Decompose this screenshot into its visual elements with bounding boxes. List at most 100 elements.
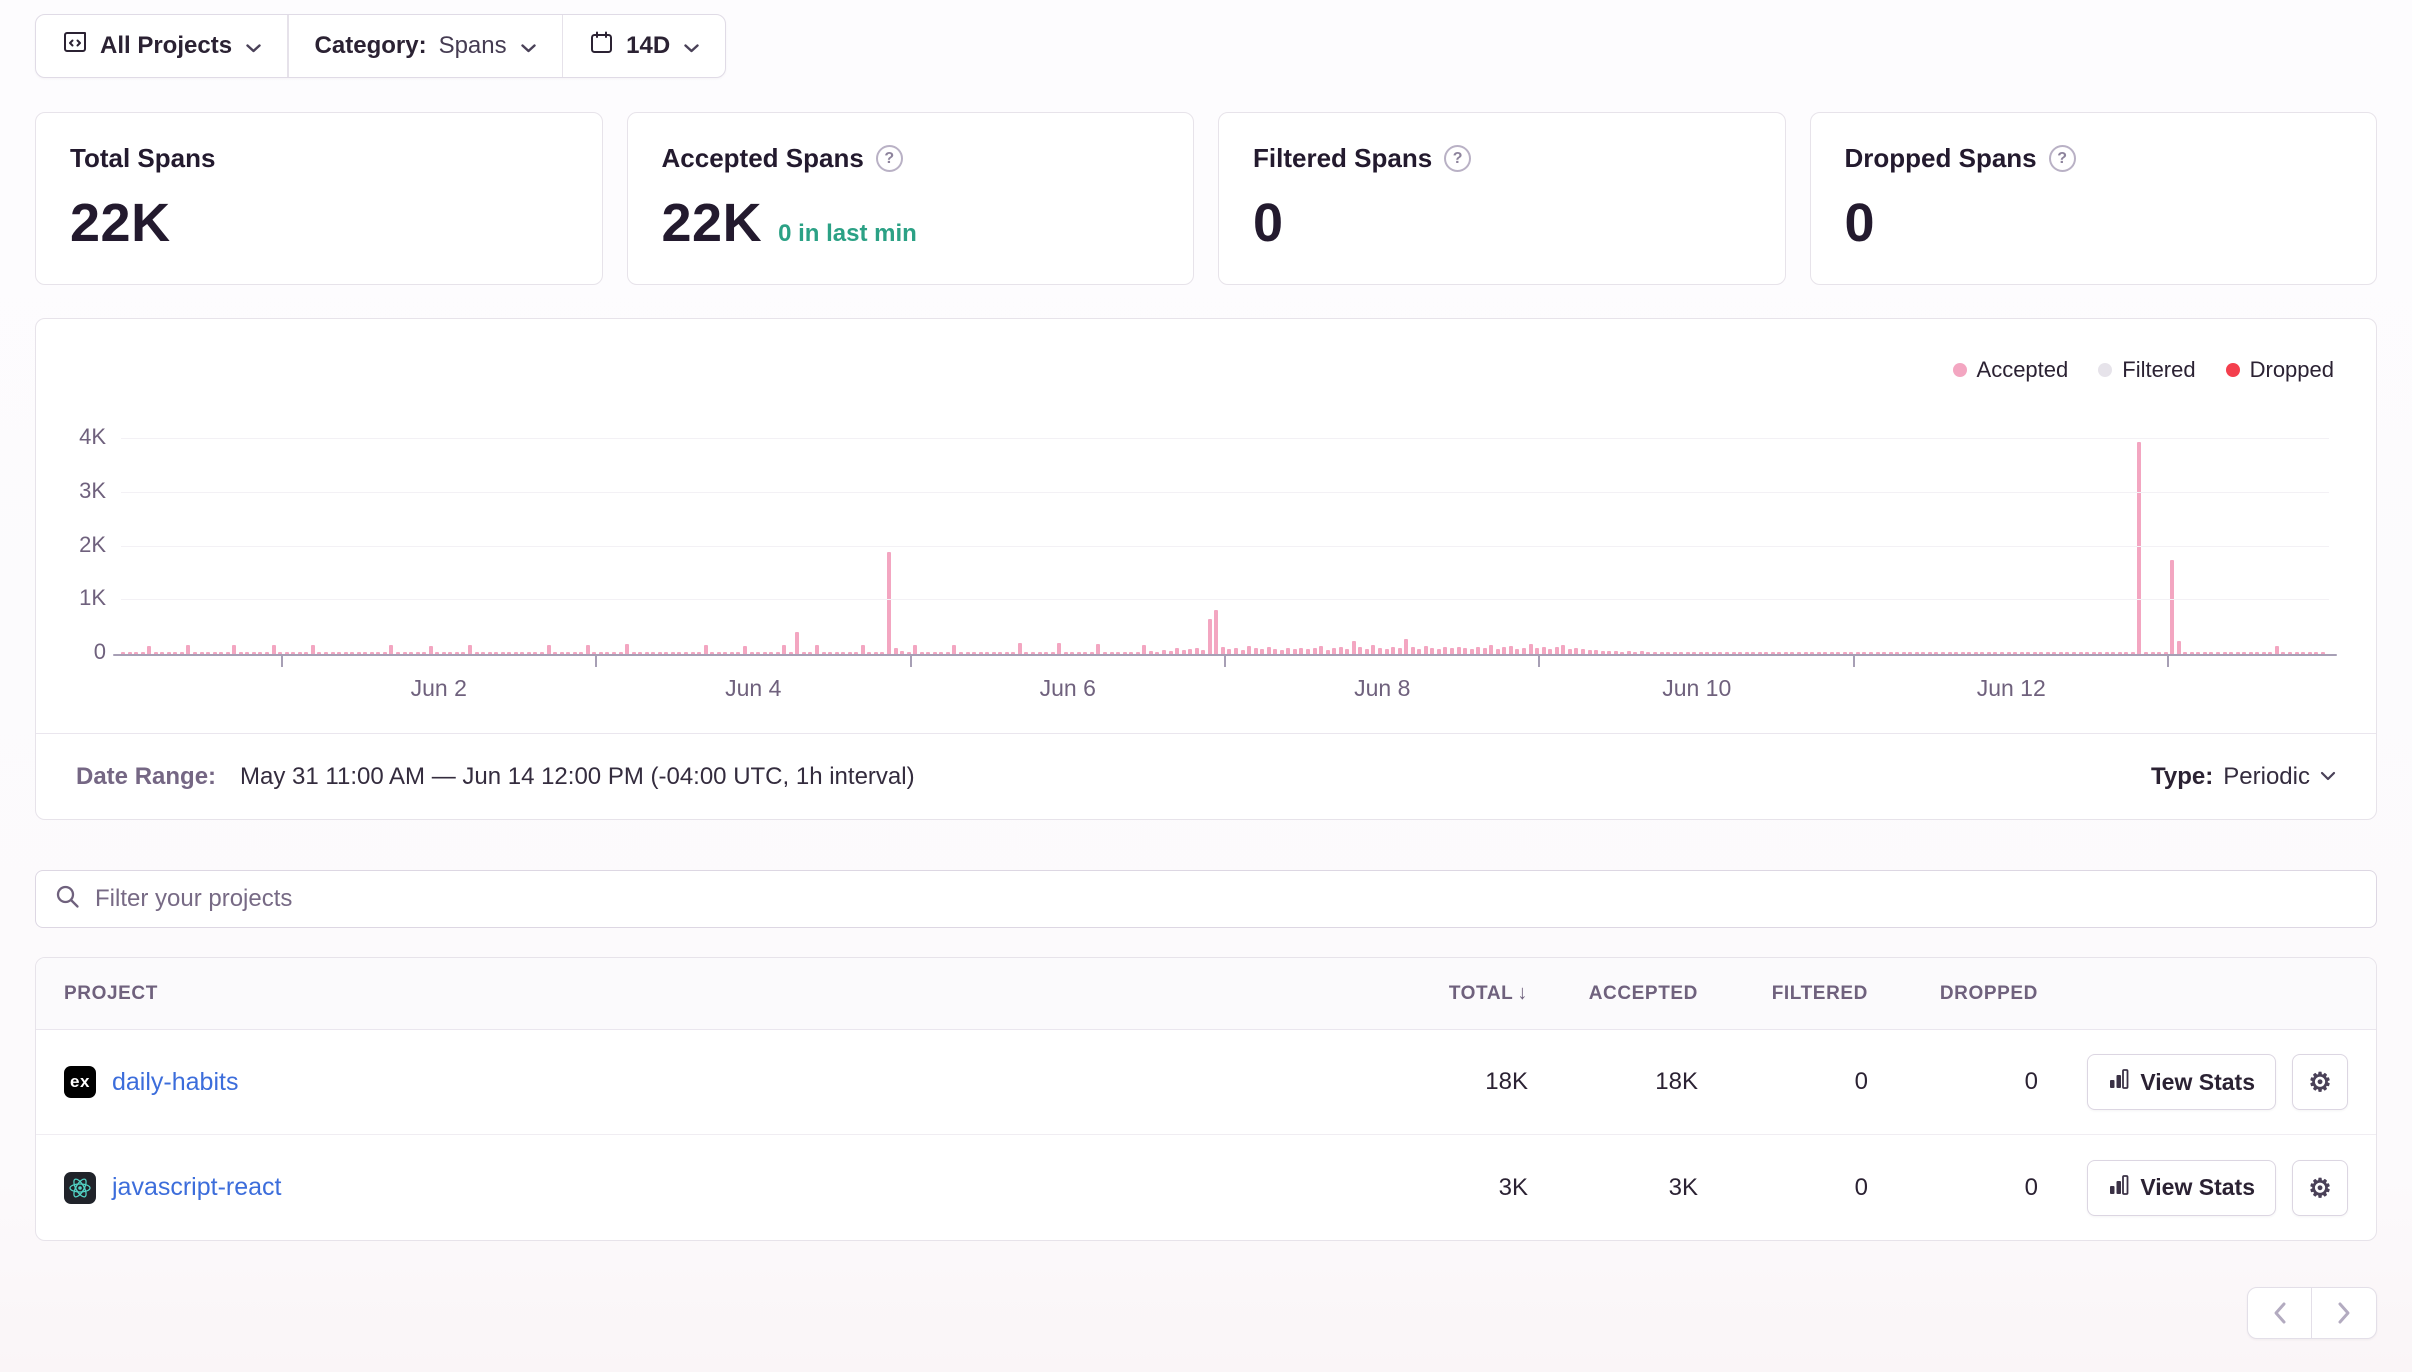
stat-card-title: Filtered Spans bbox=[1253, 143, 1433, 173]
date-range-value: May 31 11:00 AM — Jun 14 12:00 PM (-04:0… bbox=[240, 762, 915, 790]
chart-plot-area: 0 1K 2K 3K 4K Jun 2 Jun 4 Jun 6 Jun 8 Jun 10 Jun 1… bbox=[79, 418, 2337, 701]
search-icon bbox=[54, 883, 81, 915]
chart-footer: Date Range: May 31 11:00 AM — Jun 14 12:… bbox=[36, 733, 2376, 819]
usage-chart: Accepted Filtered Dropped 0 1K 2K 3K 4K Jun 2… bbox=[36, 319, 2376, 733]
project-filter-label: All Projects bbox=[100, 32, 233, 59]
legend-item-accepted[interactable]: Accepted bbox=[1952, 357, 2069, 383]
chevron-down-icon bbox=[2320, 768, 2336, 786]
stat-card-value: 0 bbox=[1844, 193, 1876, 253]
x-axis-line bbox=[113, 653, 2337, 656]
projects-table: PROJECT TOTAL ↓ ACCEPTED FILTERED DROPPED… bbox=[35, 957, 2377, 1241]
stat-card-title: Dropped Spans bbox=[1844, 143, 2037, 173]
column-header-accepted[interactable]: ACCEPTED bbox=[1588, 982, 1698, 1004]
chevron-down-icon bbox=[520, 32, 536, 60]
x-axis-label: Jun 4 bbox=[725, 675, 782, 701]
legend-label: Dropped bbox=[2249, 357, 2334, 382]
bar-chart-icon bbox=[2108, 1174, 2130, 1202]
gear-icon: ⚙ bbox=[2308, 1067, 2332, 1097]
stat-card-title: Accepted Spans bbox=[661, 143, 864, 173]
legend-item-dropped[interactable]: Dropped bbox=[2225, 357, 2334, 383]
sort-descending-icon: ↓ bbox=[1517, 982, 1528, 1004]
chevron-down-icon bbox=[246, 32, 261, 60]
chart-bars bbox=[121, 418, 2329, 654]
view-stats-button[interactable]: View Stats bbox=[2087, 1159, 2276, 1216]
settings-button[interactable]: ⚙ bbox=[2292, 1054, 2348, 1110]
legend-item-filtered[interactable]: Filtered bbox=[2098, 357, 2196, 383]
stat-card-value: 22K bbox=[661, 193, 763, 253]
x-axis-label: Jun 12 bbox=[1976, 675, 2046, 701]
divider bbox=[561, 15, 564, 77]
legend-label: Filtered bbox=[2122, 357, 2196, 382]
expo-icon: ex bbox=[64, 1066, 96, 1098]
type-value: Periodic bbox=[2223, 762, 2310, 790]
settings-button[interactable]: ⚙ bbox=[2292, 1159, 2348, 1216]
usage-chart-card: Accepted Filtered Dropped 0 1K 2K 3K 4K Jun 2… bbox=[35, 318, 2377, 820]
cell-accepted: 3K bbox=[1668, 1173, 1698, 1201]
project-link[interactable]: daily-habits bbox=[112, 1067, 239, 1096]
help-icon[interactable]: ? bbox=[875, 145, 903, 172]
x-axis-label: Jun 10 bbox=[1662, 675, 1732, 701]
x-axis-tick bbox=[280, 656, 283, 667]
view-stats-label: View Stats bbox=[2140, 1068, 2255, 1095]
column-header-project: PROJECT bbox=[64, 982, 158, 1004]
y-axis-label: 1K bbox=[79, 585, 106, 611]
cell-total: 3K bbox=[1498, 1173, 1528, 1201]
type-label: Type: bbox=[2151, 762, 2214, 790]
legend-dot-filtered bbox=[2098, 363, 2113, 377]
next-page-button[interactable] bbox=[2312, 1288, 2376, 1338]
cell-filtered: 0 bbox=[1854, 1173, 1868, 1201]
cell-dropped: 0 bbox=[2024, 1068, 2038, 1095]
table-row: ex daily-habits 18K 18K 0 0 View Stats bbox=[36, 1030, 2376, 1135]
legend-label: Accepted bbox=[1976, 357, 2069, 382]
cell-total: 18K bbox=[1485, 1068, 1528, 1095]
chevron-down-icon bbox=[684, 32, 699, 60]
y-axis-label: 0 bbox=[93, 639, 106, 664]
column-header-total[interactable]: TOTAL ↓ bbox=[1448, 982, 1528, 1004]
project-filter-dropdown[interactable]: All Projects bbox=[36, 15, 287, 77]
category-filter-dropdown[interactable]: Category: Spans bbox=[289, 15, 562, 77]
react-icon bbox=[64, 1171, 96, 1204]
legend-dot-accepted bbox=[1952, 363, 1967, 377]
x-axis-tick bbox=[595, 656, 597, 667]
category-filter-label: Category: bbox=[314, 32, 427, 59]
stat-card-value: 22K bbox=[70, 193, 171, 253]
gear-icon: ⚙ bbox=[2308, 1172, 2332, 1203]
filter-bar: All Projects Category: Spans 14D bbox=[35, 14, 727, 78]
search-input[interactable] bbox=[95, 885, 2358, 913]
date-period-dropdown[interactable]: 14D bbox=[563, 15, 725, 77]
legend-dot-dropped bbox=[2225, 363, 2240, 377]
stat-card-note: 0 in last min bbox=[778, 220, 917, 247]
help-icon[interactable]: ? bbox=[2048, 145, 2076, 172]
column-header-dropped[interactable]: DROPPED bbox=[1939, 982, 2038, 1004]
y-axis-label: 3K bbox=[79, 478, 106, 504]
stat-card-dropped: Dropped Spans ? 0 bbox=[1809, 112, 2377, 285]
stat-card-total: Total Spans 22K bbox=[35, 112, 603, 285]
x-axis-tick bbox=[2167, 656, 2170, 667]
divider bbox=[287, 15, 289, 77]
y-axis-label: 2K bbox=[79, 531, 106, 557]
stat-card-title: Total Spans bbox=[70, 143, 216, 173]
category-filter-value: Spans bbox=[438, 32, 507, 59]
stat-card-filtered: Filtered Spans ? 0 bbox=[1218, 112, 1786, 285]
stat-card-value: 0 bbox=[1253, 193, 1284, 253]
previous-page-button[interactable] bbox=[2248, 1288, 2312, 1338]
pagination bbox=[35, 1287, 2377, 1339]
x-axis-label: Jun 6 bbox=[1039, 675, 1096, 701]
help-icon[interactable]: ? bbox=[1444, 145, 1472, 172]
type-dropdown[interactable]: Type: Periodic bbox=[2151, 763, 2336, 791]
table-row: javascript-react 3K 3K 0 0 View Stats bbox=[36, 1135, 2376, 1240]
cell-dropped: 0 bbox=[2024, 1173, 2038, 1201]
bar-chart-icon bbox=[2108, 1068, 2130, 1096]
project-link[interactable]: javascript-react bbox=[112, 1173, 282, 1201]
column-header-filtered[interactable]: FILTERED bbox=[1771, 982, 1868, 1004]
view-stats-button[interactable]: View Stats bbox=[2087, 1054, 2276, 1110]
chart-legend: Accepted Filtered Dropped bbox=[1952, 357, 2334, 383]
date-period-value: 14D bbox=[626, 32, 671, 59]
cell-filtered: 0 bbox=[1854, 1068, 1868, 1095]
x-axis-label: Jun 2 bbox=[410, 675, 467, 701]
project-icon bbox=[62, 30, 88, 63]
y-axis-label: 4K bbox=[79, 424, 106, 450]
x-axis-tick bbox=[909, 656, 912, 667]
project-search bbox=[35, 870, 2377, 928]
x-axis-tick bbox=[1852, 656, 1855, 667]
